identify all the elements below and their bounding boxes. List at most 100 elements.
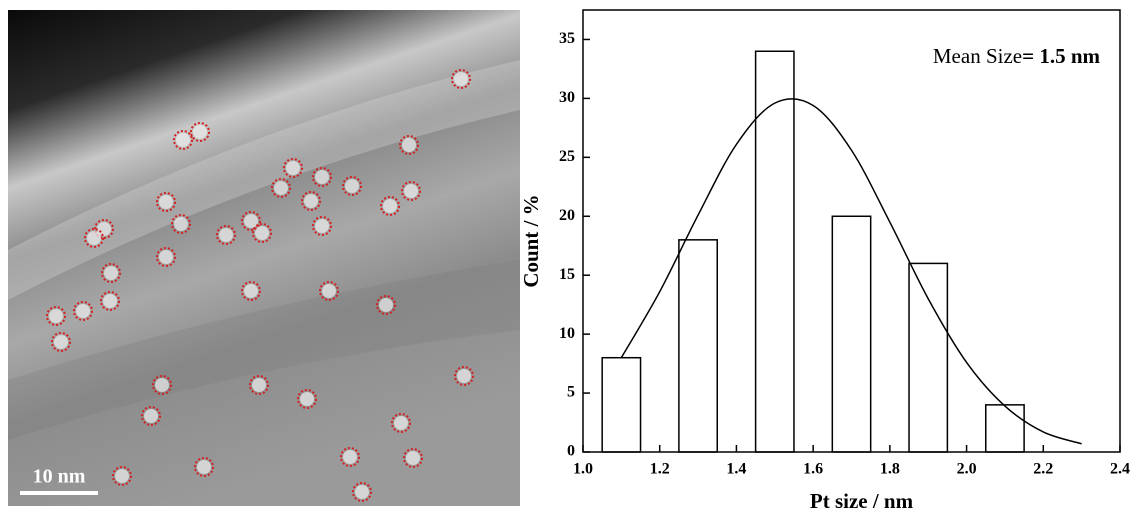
particle-marker — [376, 295, 396, 315]
particle-marker — [301, 191, 321, 211]
scale-bar-label: 10 nm — [33, 466, 86, 488]
particle-marker — [152, 375, 172, 395]
particle-glow — [244, 284, 258, 298]
particle-marker — [312, 216, 332, 236]
particle-marker — [141, 406, 161, 426]
particle-marker — [156, 247, 176, 267]
particle-glow — [322, 284, 336, 298]
particle-marker — [101, 263, 121, 283]
particle-glow — [103, 294, 117, 308]
particle-marker — [352, 482, 372, 502]
particle-glow — [104, 266, 118, 280]
particle-marker — [51, 332, 71, 352]
particle-marker — [312, 167, 332, 187]
y-tick-label: 20 — [559, 207, 575, 224]
histogram: 0 5 10 15 20 25 30 35 1.0 1.2 1.4 1.6 1.8 2.0 2.2 2.4 Pt… — [519, 9, 1130, 513]
particle-marker — [297, 389, 317, 409]
tem-image: 10 nm — [8, 10, 520, 506]
particle-glow — [315, 219, 329, 233]
particle-marker — [399, 135, 419, 155]
particle-glow — [76, 304, 90, 318]
y-tick-label: 15 — [559, 266, 575, 283]
particle-glow — [300, 392, 314, 406]
particle-marker — [100, 291, 120, 311]
y-tick-label: 10 — [559, 325, 575, 342]
x-tick-label: 2.2 — [1033, 461, 1053, 478]
particle-glow — [286, 161, 300, 175]
particle-glow — [244, 214, 258, 228]
fit-curve — [620, 98, 1082, 445]
particle-marker — [173, 130, 193, 150]
particle-marker — [391, 413, 411, 433]
particle-glow — [454, 72, 468, 86]
x-tick-label: 2.4 — [1110, 461, 1130, 478]
particle-marker — [340, 447, 360, 467]
particle-marker — [156, 192, 176, 212]
x-axis-label: Pt size / nm — [810, 489, 914, 513]
particle-glow — [252, 378, 266, 392]
bar — [601, 356, 642, 453]
particle-marker — [401, 181, 421, 201]
particle-marker — [403, 448, 423, 468]
particle-marker — [241, 281, 261, 301]
particle-glow — [193, 125, 207, 139]
particle-marker — [94, 219, 114, 239]
particle-glow — [383, 199, 397, 213]
particle-glow — [54, 335, 68, 349]
particle-glow — [304, 194, 318, 208]
particle-glow — [406, 451, 420, 465]
particle-glow — [355, 485, 369, 499]
particle-glow — [255, 226, 269, 240]
x-tick-label: 1.0 — [573, 461, 593, 478]
particle-glow — [343, 450, 357, 464]
particle-marker — [216, 225, 236, 245]
particle-glow — [274, 181, 288, 195]
particle-glow — [87, 231, 101, 245]
y-tick-label: 35 — [559, 30, 575, 47]
y-tick-label: 0 — [567, 443, 575, 460]
x-tick-label: 1.4 — [726, 461, 746, 478]
y-tick-label: 5 — [567, 384, 575, 401]
particle-marker — [319, 281, 339, 301]
x-tick-label: 1.2 — [650, 461, 670, 478]
bar — [678, 239, 719, 453]
particle-glow — [144, 409, 158, 423]
annotation-label: Mean Size — [933, 44, 1022, 68]
particle-glow — [345, 179, 359, 193]
particle-marker — [112, 466, 132, 486]
particle-glow — [155, 378, 169, 392]
particle-glow — [379, 298, 393, 312]
particle-glow — [49, 309, 63, 323]
annotation-value: = 1.5 nm — [1022, 44, 1100, 68]
annotation: Mean Size= 1.5 nm — [933, 44, 1101, 68]
y-tick-label: 30 — [559, 89, 575, 106]
particle-glow — [219, 228, 233, 242]
particle-glow — [174, 217, 188, 231]
plot-frame — [582, 9, 1121, 453]
particle-glow — [457, 369, 471, 383]
particle-marker — [249, 375, 269, 395]
particle-marker — [342, 176, 362, 196]
x-tick-label: 1.6 — [803, 461, 823, 478]
particle-marker — [252, 223, 272, 243]
particle-marker — [454, 366, 474, 386]
y-tick-label: 25 — [559, 148, 575, 165]
bar — [985, 404, 1025, 453]
particle-marker — [190, 122, 210, 142]
particle-glow — [404, 184, 418, 198]
bar — [908, 262, 949, 453]
y-axis-label: Count / % — [519, 194, 543, 287]
particle-marker — [194, 457, 214, 477]
particle-marker — [73, 301, 93, 321]
particle-glow — [402, 138, 416, 152]
particle-glow — [315, 170, 329, 184]
particle-marker — [451, 69, 471, 89]
particle-glow — [197, 460, 211, 474]
particle-marker — [46, 306, 66, 326]
x-tick-label: 1.8 — [880, 461, 900, 478]
particle-glow — [394, 416, 408, 430]
particle-marker — [84, 228, 104, 248]
x-tick-label: 2.0 — [957, 461, 977, 478]
particle-glow — [115, 469, 129, 483]
